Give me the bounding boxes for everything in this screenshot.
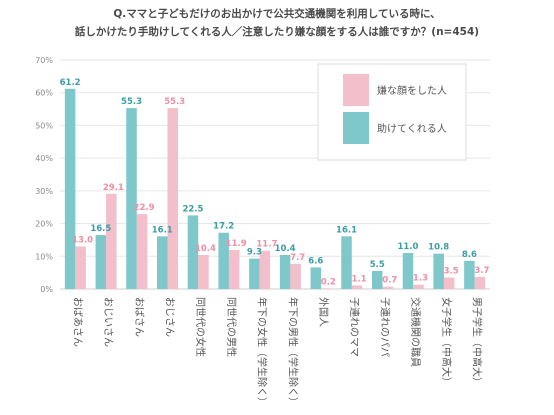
x-tick-label: 交通機関の職員: [409, 297, 422, 367]
bar-helpful: [126, 108, 137, 289]
bar-helpful: [402, 253, 414, 289]
data-label-dislike: 3.7: [474, 266, 489, 276]
bar-helpful: [433, 253, 444, 289]
y-tick-label: 0%: [40, 285, 53, 294]
bar-helpful: [218, 232, 229, 289]
x-tick-label: おばあさん: [71, 297, 83, 347]
bar-dislike: [290, 263, 301, 289]
bar-dislike: [228, 250, 240, 289]
data-label-helpful: 22.5: [182, 204, 203, 214]
x-tick-label: 年下の男性（学生除く）: [286, 297, 299, 407]
data-label-dislike: 1.3: [413, 274, 428, 284]
chart-title-line-1: Q.ママと子どもだけのお出かけで公共交通機関を利用している時に、: [113, 7, 440, 20]
y-axis: 0% 10% 20% 30% 40% 50% 60% 70%: [35, 56, 53, 294]
chart-title-line-2: 話しかけたり手助けしてくれる人／注意したり嫌な顔をする人は誰ですか？(n=454…: [75, 25, 479, 38]
data-label-helpful: 10.4: [275, 244, 296, 254]
bar-helpful: [64, 88, 76, 289]
x-tick-label: おばさん: [133, 297, 145, 337]
x-tick-label: 同世代の男性: [225, 297, 238, 357]
y-tick-label: 10%: [35, 252, 53, 261]
data-label-helpful: 9.3: [247, 248, 262, 258]
legend-label-dislike: 嫌な顔をした人: [377, 84, 447, 97]
bar-dislike: [75, 246, 86, 289]
y-tick-label: 50%: [35, 121, 53, 130]
legend-label-helpful: 助けてくれる人: [377, 122, 447, 135]
legend-swatch-helpful: [343, 112, 369, 144]
bar-dislike: [106, 193, 117, 289]
data-label-helpful: 61.2: [60, 78, 81, 88]
y-tick-label: 20%: [35, 220, 53, 229]
data-label-helpful: 8.6: [462, 250, 477, 260]
data-label-dislike: 3.5: [444, 267, 459, 277]
legend-box: [317, 63, 467, 161]
x-tick-label: おじさん: [164, 297, 176, 337]
legend-swatch-dislike: [343, 74, 369, 106]
data-label-helpful: 11.0: [397, 242, 418, 252]
bar-helpful: [464, 260, 475, 289]
data-label-dislike: 11.9: [226, 239, 247, 249]
bar-dislike: [443, 277, 455, 289]
bar-helpful: [157, 236, 168, 289]
y-tick-label: 60%: [35, 89, 53, 98]
data-label-dislike: 10.4: [195, 244, 216, 254]
data-label-helpful: 10.8: [428, 243, 449, 253]
data-labels: 61.2 13.016.5 29.1 55.3 22.9 16.1 55.3 22.5 10.4…: [60, 78, 490, 288]
x-tick-label: 年下の女性（学生除く）: [256, 297, 269, 407]
data-label-helpful: 55.3: [121, 97, 142, 107]
data-label-helpful: 16.1: [336, 225, 357, 235]
bar-dislike: [321, 288, 332, 289]
data-label-dislike: 1.1: [352, 274, 367, 284]
x-tick-label: 子連れのパパ: [379, 297, 392, 357]
bar-helpful: [310, 267, 322, 289]
data-label-helpful: 16.1: [152, 225, 173, 235]
bar-helpful: [341, 236, 352, 289]
data-label-helpful: 5.5: [370, 260, 385, 270]
chart-title: Q.ママと子どもだけのお出かけで公共交通機関を利用している時に、 話しかけたり手…: [75, 7, 479, 38]
data-label-dislike: 0.7: [382, 276, 397, 286]
y-tick-label: 70%: [35, 56, 53, 65]
x-axis: おばあさん おじいさん おばさん おじさん 同世代の女性 同世代の男性 年下の女性（学生除く…: [71, 297, 483, 407]
bar-dislike: [413, 284, 424, 289]
legend: 嫌な顔をした人 助けてくれる人: [317, 63, 467, 161]
bars: [64, 88, 486, 289]
bar-dislike: [167, 108, 178, 289]
data-label-dislike: 55.3: [164, 97, 185, 107]
data-label-helpful: 6.6: [308, 256, 323, 266]
bar-dislike: [136, 214, 148, 289]
y-tick-label: 40%: [35, 154, 53, 163]
data-label-dislike: 11.7: [256, 240, 277, 250]
x-tick-label: 同世代の女性: [194, 297, 207, 357]
x-tick-label: おじいさん: [102, 297, 114, 347]
bar-dislike: [474, 276, 486, 289]
data-label-helpful: 16.5: [90, 224, 111, 234]
bar-dislike: [198, 254, 209, 289]
bar-dislike: [259, 250, 271, 289]
bar-helpful: [279, 254, 291, 289]
bar-helpful: [187, 215, 199, 289]
data-label-helpful: 17.2: [213, 222, 234, 232]
x-tick-label: 外国人: [317, 297, 329, 327]
bar-helpful: [372, 271, 383, 289]
bar-helpful: [249, 258, 260, 289]
bar-helpful: [95, 235, 107, 289]
data-label-dislike: 7.7: [290, 253, 305, 263]
data-label-dislike: 13.0: [72, 235, 93, 245]
bar-dislike: [382, 286, 393, 289]
data-label-dislike: 22.9: [134, 203, 155, 213]
x-tick-label: 子連れのママ: [348, 297, 361, 357]
data-label-dislike: 29.1: [103, 183, 124, 193]
bar-dislike: [351, 285, 363, 289]
x-tick-label: 男子学生（中高大）: [471, 297, 484, 387]
y-tick-label: 30%: [35, 187, 53, 196]
x-tick-label: 女子学生（中高大）: [440, 297, 453, 387]
data-label-dislike: 0.2: [321, 277, 336, 287]
